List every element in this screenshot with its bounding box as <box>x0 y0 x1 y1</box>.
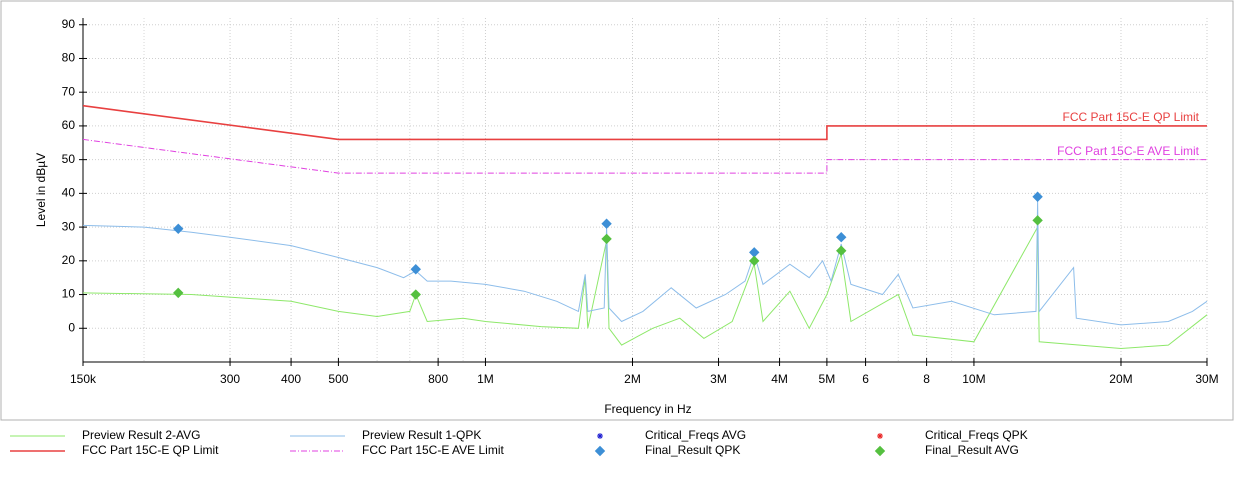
legend-label: FCC Part 15C-E QP Limit <box>82 443 219 457</box>
x-tick-label: 8 <box>923 372 930 386</box>
legend-label: Critical_Freqs QPK <box>925 428 1028 442</box>
legend-marker <box>597 433 603 439</box>
x-tick-label: 300 <box>220 372 240 386</box>
y-tick-label: 40 <box>62 186 76 200</box>
marker <box>836 232 847 243</box>
x-axis-label: Frequency in Hz <box>604 402 691 416</box>
x-tick-label: 6 <box>862 372 869 386</box>
x-tick-label: 30M <box>1195 372 1218 386</box>
marker <box>749 255 760 267</box>
x-tick-label: 10M <box>962 372 985 386</box>
x-tick-label: 1M <box>477 372 494 386</box>
legend-marker <box>594 445 606 457</box>
y-tick-label: 90 <box>62 17 76 31</box>
x-tick-label: 3M <box>710 372 727 386</box>
x-tick-label: 800 <box>428 372 448 386</box>
legend-label: Critical_Freqs AVG <box>645 428 746 442</box>
marker <box>1032 191 1043 202</box>
x-tick-label: 150k <box>70 372 97 386</box>
y-tick-label: 10 <box>62 287 76 301</box>
marker <box>173 287 184 299</box>
legend-label: Final_Result QPK <box>645 443 740 457</box>
y-tick-label: 50 <box>62 152 76 166</box>
marker <box>410 264 421 275</box>
x-tick-label: 4M <box>771 372 788 386</box>
limit-label: FCC Part 15C-E AVE Limit <box>1057 144 1199 158</box>
limit-label: FCC Part 15C-E QP Limit <box>1063 110 1200 124</box>
marker <box>601 233 612 245</box>
marker <box>1032 215 1043 226</box>
legend-label: Final_Result AVG <box>925 443 1019 457</box>
legend-marker <box>874 445 886 457</box>
marker <box>410 289 421 300</box>
legend-label: Preview Result 2-AVG <box>82 428 200 442</box>
x-tick-label: 500 <box>328 372 348 386</box>
marker <box>836 245 847 256</box>
chart-frame <box>0 0 1234 421</box>
y-tick-label: 80 <box>62 51 76 65</box>
y-tick-label: 0 <box>68 320 75 334</box>
y-tick-label: 20 <box>62 253 76 267</box>
x-tick-label: 20M <box>1109 372 1132 386</box>
series-line <box>82 104 1207 141</box>
plot-area <box>83 18 1207 362</box>
legend-label: FCC Part 15C-E AVE Limit <box>362 443 504 457</box>
x-tick-label: 5M <box>819 372 836 386</box>
y-axis-label: Level in dBµV <box>34 153 48 227</box>
marker <box>601 218 612 229</box>
x-tick-label: 2M <box>624 372 641 386</box>
y-tick-label: 60 <box>62 118 76 132</box>
legend-label: Preview Result 1-QPK <box>362 428 481 442</box>
y-tick-label: 30 <box>62 219 76 233</box>
x-tick-label: 400 <box>281 372 301 386</box>
y-tick-label: 70 <box>62 84 76 98</box>
legend-marker <box>877 433 883 439</box>
marker <box>173 223 184 234</box>
